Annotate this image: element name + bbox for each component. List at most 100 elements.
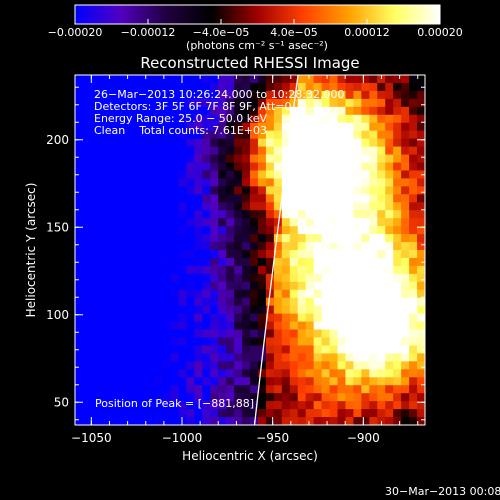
heatmap-cell (250, 321, 259, 331)
heatmap-cell (401, 194, 410, 203)
heatmap-cell (114, 154, 124, 163)
heatmap-cell (210, 257, 219, 267)
heatmap-cell (337, 146, 346, 156)
heatmap-cell (210, 138, 219, 148)
heatmap-cell (377, 409, 386, 418)
heatmap-cell (106, 337, 116, 346)
heatmap-cell (242, 122, 251, 132)
heatmap-cell (170, 226, 179, 235)
heatmap-cell (218, 218, 227, 227)
heatmap-cell (170, 353, 179, 362)
heatmap-cell (385, 138, 394, 148)
heatmap-cell (361, 321, 370, 331)
heatmap-cell (329, 98, 338, 108)
heatmap-cell (409, 417, 418, 425)
heatmap-cell (377, 75, 386, 84)
heatmap-cell (273, 202, 283, 211)
heatmap-cell (281, 194, 291, 203)
heatmap-cell (98, 114, 108, 124)
heatmap-cell (194, 417, 203, 425)
heatmap-cell (273, 353, 283, 362)
heatmap-cell (154, 242, 163, 251)
heatmap-cell (329, 226, 338, 235)
heatmap-cell (194, 114, 203, 124)
heatmap-cell (202, 393, 211, 402)
heatmap-cell (409, 202, 418, 211)
heatmap-cell (250, 122, 259, 132)
heatmap-cell (273, 289, 283, 299)
heatmap-cell (186, 154, 195, 163)
heatmap-cell (234, 82, 243, 92)
heatmap-cell (401, 281, 410, 291)
heatmap-cell (146, 361, 156, 370)
heatmap-cell (369, 297, 378, 307)
heatmap-cell (265, 393, 275, 402)
heatmap-cell (361, 194, 370, 203)
heatmap-cell (313, 138, 323, 148)
heatmap-cell (234, 337, 243, 346)
heatmap-cell (178, 305, 187, 315)
heatmap-cell (313, 289, 323, 299)
heatmap-cell (98, 226, 108, 235)
heatmap-cell (377, 194, 386, 203)
heatmap-cell (313, 130, 323, 140)
colorbar-tick-label: 0.00020 (417, 26, 463, 39)
heatmap-cell (273, 250, 283, 259)
heatmap-cell (194, 178, 203, 187)
heatmap-cell (361, 226, 370, 235)
colorbar-ticks: −0.00020 −0.00012 −4.0e−05 4.0e−05 0.00012 0.… (48, 19, 463, 39)
heatmap-cell (265, 377, 275, 386)
heatmap-cell (98, 313, 108, 323)
heatmap-cell (114, 281, 124, 291)
heatmap-cell (257, 154, 267, 163)
heatmap-cell (337, 242, 346, 251)
heatmap-cell (242, 361, 251, 370)
heatmap-cell (305, 178, 315, 187)
heatmap-cell (289, 353, 299, 362)
heatmap-cell (98, 353, 108, 362)
heatmap-cell (265, 385, 275, 394)
heatmap-cell (409, 162, 418, 171)
heatmap-cell (353, 210, 362, 219)
heatmap-cell (218, 281, 227, 291)
heatmap-cell (369, 186, 378, 195)
heatmap-cell (75, 409, 84, 418)
heatmap-cell (281, 186, 291, 195)
heatmap-cell (353, 297, 362, 307)
heatmap-cell (202, 138, 211, 148)
heatmap-cell (114, 122, 124, 132)
heatmap-cell (393, 122, 402, 132)
heatmap-cell (321, 146, 331, 156)
heatmap-cell (82, 265, 92, 275)
heatmap-cell (345, 178, 354, 187)
heatmap-cell (345, 75, 354, 84)
heatmap-cell (234, 130, 243, 140)
heatmap-cell (313, 273, 323, 283)
colorbar-tick-label: −0.00012 (121, 26, 176, 39)
heatmap-cell (289, 250, 299, 259)
heatmap-cell (369, 329, 378, 338)
heatmap-cell (138, 170, 148, 179)
heatmap-cell (250, 305, 259, 315)
heatmap-cell (393, 82, 402, 92)
heatmap-cell (122, 353, 132, 362)
heatmap-cell (218, 170, 227, 179)
heatmap-cell (130, 345, 140, 354)
heatmap-cell (75, 138, 84, 148)
heatmap-cell (194, 138, 203, 148)
heatmap-cell (250, 75, 259, 84)
heatmap-cell (250, 178, 259, 187)
heatmap-cell (345, 369, 354, 378)
heatmap-cell (281, 337, 291, 346)
heatmap-cell (281, 82, 291, 92)
heatmap-cell (401, 218, 410, 227)
heatmap-cell (75, 273, 84, 283)
heatmap-cell (297, 353, 307, 362)
heatmap-cell (170, 154, 179, 163)
heatmap-cell (257, 226, 267, 235)
heatmap-cell (210, 297, 219, 307)
heatmap-cell (409, 178, 418, 187)
heatmap-cell (409, 409, 418, 418)
heatmap-cell (234, 178, 243, 187)
heatmap-cell (337, 417, 346, 425)
